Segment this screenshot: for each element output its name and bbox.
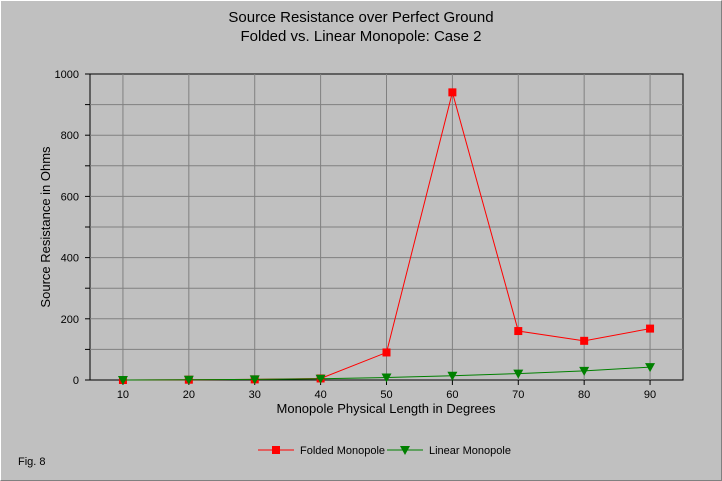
y-tick-label: 800 xyxy=(61,130,79,142)
data-point xyxy=(514,327,523,336)
y-axis-ticks: 0 200 400 600 800 1000 xyxy=(55,69,90,387)
data-point xyxy=(513,369,524,379)
figure-annotation: Fig. 8 xyxy=(18,456,46,468)
data-point xyxy=(645,363,656,373)
data-point xyxy=(183,375,194,385)
data-point xyxy=(381,373,392,383)
chart-subtitle: Folded vs. Linear Monopole: Case 2 xyxy=(241,28,482,45)
x-tick-label: 20 xyxy=(183,389,195,401)
x-tick-label: 90 xyxy=(644,389,656,401)
legend-marker xyxy=(272,446,280,454)
data-point xyxy=(447,371,458,381)
x-tick-label: 70 xyxy=(512,389,524,401)
x-axis-label: Monopole Physical Length in Degrees xyxy=(277,401,496,416)
y-axis-label: Source Resistance in Ohms xyxy=(38,146,53,308)
y-tick-label: 400 xyxy=(61,253,79,265)
x-axis-ticks: 10 20 30 40 50 60 70 80 90 xyxy=(117,380,656,401)
legend-label: Linear Monopole xyxy=(429,445,511,457)
legend-label: Folded Monopole xyxy=(300,445,385,457)
x-tick-label: 30 xyxy=(249,389,261,401)
legend-marker xyxy=(400,446,410,455)
data-point xyxy=(580,336,589,345)
data-point xyxy=(315,374,326,384)
x-tick-label: 40 xyxy=(314,389,326,401)
y-tick-label: 0 xyxy=(73,375,79,387)
y-tick-label: 600 xyxy=(61,191,79,203)
legend: Folded Monopole Linear Monopole xyxy=(258,445,511,457)
data-point xyxy=(448,88,457,97)
data-point xyxy=(646,324,655,333)
x-tick-label: 60 xyxy=(446,389,458,401)
grid-lines xyxy=(90,74,683,380)
chart-title: Source Resistance over Perfect Ground xyxy=(228,9,493,26)
x-tick-label: 80 xyxy=(578,389,590,401)
x-tick-label: 50 xyxy=(380,389,392,401)
data-point xyxy=(117,376,128,385)
data-point xyxy=(249,375,260,385)
series-group xyxy=(117,88,656,385)
data-point xyxy=(579,366,590,376)
y-tick-label: 200 xyxy=(61,314,79,326)
x-tick-label: 10 xyxy=(117,389,129,401)
data-point xyxy=(382,348,391,357)
y-tick-label: 1000 xyxy=(55,69,79,81)
